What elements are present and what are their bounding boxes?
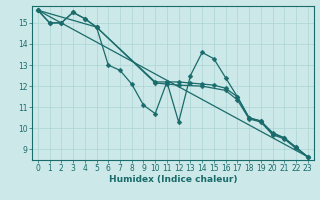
- X-axis label: Humidex (Indice chaleur): Humidex (Indice chaleur): [108, 175, 237, 184]
